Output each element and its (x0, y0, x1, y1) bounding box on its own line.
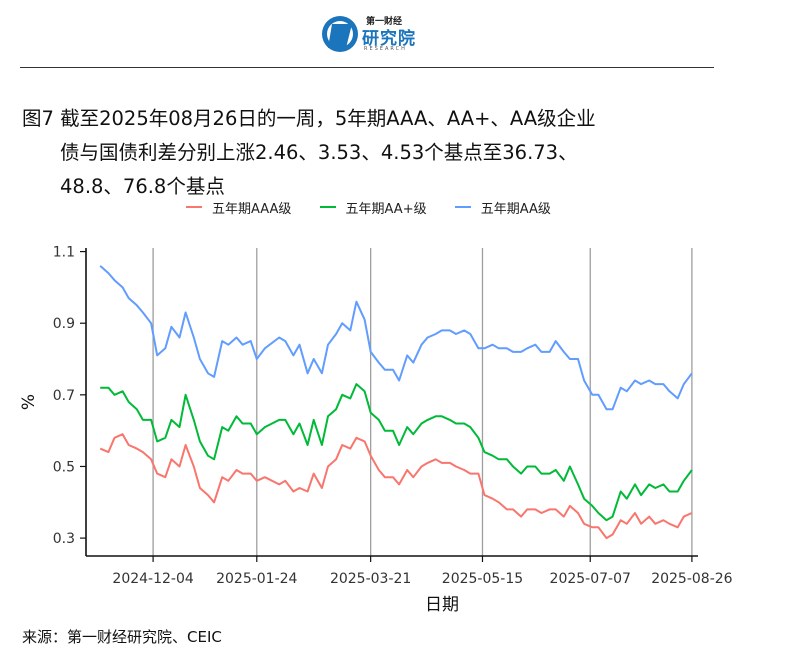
source-note: 来源：第一财经研究院、CEIC (22, 628, 222, 646)
y-tick-label: 0.7 (53, 388, 75, 404)
legend-swatch-aa (454, 206, 471, 208)
x-tick-label: 2025-08-26 (651, 571, 732, 587)
x-tick-label: 2025-07-07 (550, 571, 631, 587)
legend-label-aaa: 五年期AAA级 (212, 201, 292, 217)
figure-title-line-2: 债与国债利差分别上涨2.46、3.53、4.53个基点至36.73、 (60, 141, 578, 164)
header-divider (20, 67, 714, 68)
research-institute-logo (322, 16, 358, 52)
x-axis-title: 日期 (425, 595, 459, 615)
legend-label-aa: 五年期AA级 (480, 201, 551, 217)
y-axis-title: % (19, 394, 39, 410)
x-tick-label: 2025-03-21 (330, 571, 411, 587)
x-tick-label: 2025-05-15 (442, 571, 523, 587)
figure-title-line-3: 48.8、76.8个基点 (60, 175, 225, 198)
legend-label-aa-plus: 五年期AA+级 (345, 201, 427, 217)
series-line-aa-plus (100, 383, 693, 522)
y-tick-label: 0.5 (53, 459, 75, 475)
y-tick-label: 1.1 (53, 245, 75, 261)
legend-item-aa-plus: 五年期AA+级 (319, 198, 427, 217)
x-tick-label: 2024-12-04 (112, 571, 193, 587)
series-line-aaa (99, 433, 693, 540)
logo-text-main: 研究院 (362, 29, 416, 49)
legend-item-aa: 五年期AA级 (454, 198, 551, 217)
chart-legend: 五年期AAA级 五年期AA+级 五年期AA级 (186, 197, 575, 217)
y-tick-label: 0.9 (53, 316, 75, 332)
figure-title: 图7 截至2025年08月26日的一周，5年期AAA、AA+、AA级企业 债与国… (22, 102, 722, 204)
figure-title-line-1: 图7 截至2025年08月26日的一周，5年期AAA、AA+、AA级企业 (22, 107, 596, 130)
legend-swatch-aaa (186, 206, 202, 208)
y-tick-label: 0.3 (53, 531, 75, 547)
legend-item-aaa: 五年期AAA级 (186, 198, 291, 217)
logo-text-top: 第一财经 (366, 17, 403, 27)
logo-text-sub: RESEARCH (364, 46, 407, 52)
series-line-aa (99, 265, 693, 411)
legend-swatch-aa-plus (319, 206, 336, 208)
x-tick-label: 2025-01-24 (216, 571, 297, 587)
